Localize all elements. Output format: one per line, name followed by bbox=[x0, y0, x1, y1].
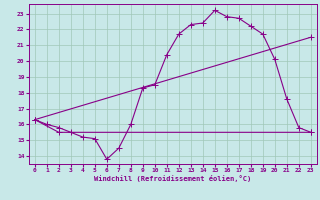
X-axis label: Windchill (Refroidissement éolien,°C): Windchill (Refroidissement éolien,°C) bbox=[94, 175, 252, 182]
